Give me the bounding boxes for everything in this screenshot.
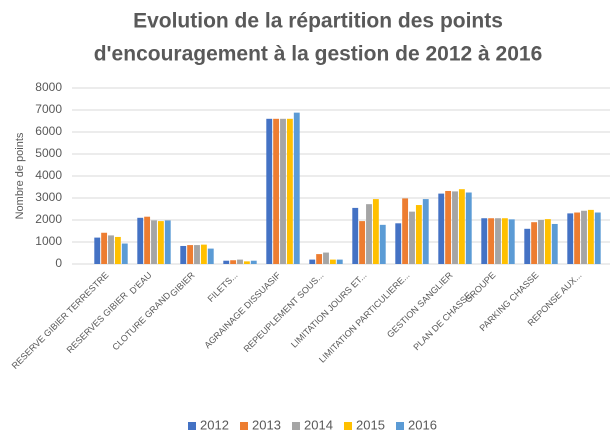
bar [144, 216, 151, 264]
bar [531, 222, 538, 264]
bar [359, 221, 366, 264]
y-tick-label: 7000 [35, 102, 62, 116]
bar [309, 259, 316, 264]
y-tick-label: 6000 [35, 124, 62, 138]
y-tick-label: 4000 [35, 168, 62, 182]
legend-label: 2013 [252, 417, 281, 432]
bar [544, 219, 551, 264]
bar [336, 259, 343, 264]
bar [108, 235, 114, 264]
bar [372, 199, 379, 264]
bar [243, 261, 250, 264]
legend-label: 2012 [200, 417, 229, 432]
bar [567, 213, 574, 264]
bar [323, 252, 329, 264]
y-tick-label: 5000 [35, 146, 62, 160]
x-tick-label: REPEUPLEMENT SOUS... [242, 270, 326, 354]
x-tick-label: GROUPE [463, 270, 498, 305]
bar [438, 193, 445, 264]
x-tick-label: GIBIER [168, 270, 197, 299]
legend-swatch [396, 422, 404, 430]
bar [200, 244, 207, 264]
bar [452, 191, 458, 264]
bar [488, 218, 495, 264]
bar [551, 223, 558, 264]
y-tick-label: 2000 [35, 212, 62, 226]
bar [395, 223, 402, 264]
legend-label: 2016 [408, 417, 437, 432]
y-tick-label: 3000 [35, 190, 62, 204]
bar [495, 218, 501, 264]
bar [286, 118, 293, 264]
bar [237, 259, 243, 264]
bar [266, 118, 273, 264]
bar [250, 260, 257, 264]
bar [465, 192, 472, 264]
bar [415, 205, 422, 264]
legend-label: 2014 [304, 417, 333, 432]
bar [164, 220, 171, 264]
bar [329, 259, 336, 264]
bar [180, 245, 187, 264]
bar [293, 112, 300, 264]
bar [94, 237, 101, 264]
bar [409, 211, 415, 264]
chart-title: Evolution de la répartition des points [133, 10, 503, 33]
bar [445, 190, 452, 264]
bar [587, 209, 594, 264]
y-tick-label: 0 [55, 256, 62, 270]
chart-title: d'encouragement à la gestion de 2012 à 2… [94, 43, 543, 66]
y-tick-label: 1000 [35, 234, 62, 248]
legend-swatch [240, 422, 248, 430]
bar [151, 220, 157, 264]
bar [316, 254, 323, 264]
x-tick-label: AGRAINAGE DISSUASIF [202, 270, 283, 351]
legend-swatch [344, 422, 352, 430]
legend-swatch [188, 422, 196, 430]
bar [157, 221, 164, 264]
bar [422, 199, 429, 264]
bar [501, 218, 508, 264]
bar [121, 243, 128, 264]
bar [379, 224, 386, 264]
x-tick-label: FILETS... [206, 270, 240, 304]
legend-label: 2015 [356, 417, 385, 432]
bar [230, 260, 237, 264]
bar [114, 236, 121, 264]
bar [458, 189, 465, 264]
bar [273, 118, 280, 264]
x-tick-label: LIMITATION JOURS ET... [289, 270, 369, 350]
bar [402, 198, 409, 264]
y-tick-label: 8000 [35, 80, 62, 94]
bar [574, 212, 581, 264]
bar [366, 204, 372, 264]
bar [101, 232, 108, 264]
bar [508, 219, 515, 264]
bar [594, 212, 601, 264]
bar [194, 245, 200, 264]
bar [524, 228, 531, 264]
bar [538, 220, 544, 264]
bar [280, 118, 286, 264]
x-tick-label: D'EAU [128, 270, 154, 296]
bar [187, 245, 194, 264]
bar [223, 260, 230, 264]
y-axis-title: Nombre de points [14, 132, 26, 219]
bar [352, 207, 359, 264]
bar [581, 210, 587, 264]
x-tick-label: LIMITATION PARTICULIERE... [317, 270, 412, 365]
bar [481, 218, 488, 264]
bar [137, 217, 144, 264]
bar [207, 248, 214, 264]
legend-swatch [292, 422, 300, 430]
